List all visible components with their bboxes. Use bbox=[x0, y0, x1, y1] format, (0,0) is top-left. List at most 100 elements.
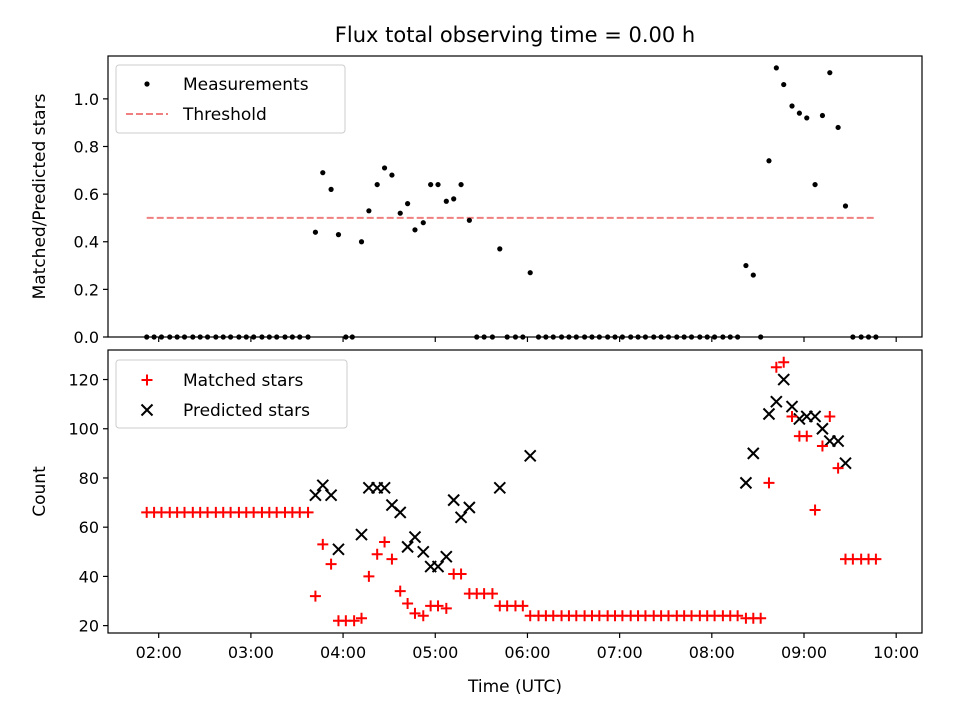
x-tick-label: 05:00 bbox=[412, 643, 458, 662]
matched-star-point bbox=[832, 462, 844, 474]
predicted-star-point bbox=[431, 560, 445, 573]
x-tick-label: 03:00 bbox=[228, 643, 274, 662]
predicted-star-point bbox=[316, 479, 330, 492]
matched-star-point bbox=[394, 585, 406, 597]
legend: Measurements Threshold bbox=[115, 64, 346, 134]
measurement-point bbox=[566, 334, 572, 340]
measurement-point bbox=[596, 334, 602, 340]
matched-star-point bbox=[317, 538, 329, 550]
matched-star-point bbox=[348, 615, 360, 627]
y-tick-label: 0.2 bbox=[74, 280, 99, 299]
predicted-star-point bbox=[808, 410, 822, 423]
y-tick-label: 0.8 bbox=[74, 137, 99, 156]
measurement-point bbox=[289, 334, 295, 340]
measurement-point bbox=[236, 334, 242, 340]
predicted-star-point bbox=[831, 434, 845, 448]
measurement-point bbox=[497, 246, 503, 252]
measurement-point bbox=[412, 227, 418, 233]
measurement-point bbox=[789, 103, 795, 109]
matched-star-point bbox=[786, 410, 798, 422]
y-tick-label: 40 bbox=[79, 567, 99, 586]
predicted-star-point bbox=[839, 456, 852, 470]
measurement-point bbox=[366, 208, 372, 214]
predicted-star-point bbox=[332, 543, 345, 556]
measurement-point bbox=[642, 334, 649, 340]
legend-label-matched: Matched stars bbox=[183, 371, 303, 391]
measurement-point bbox=[735, 334, 741, 340]
matched-star-point bbox=[356, 612, 368, 624]
predicted-star-point bbox=[493, 481, 506, 495]
measurement-point bbox=[474, 334, 480, 340]
measurement-point bbox=[451, 196, 457, 202]
matched-star-point bbox=[770, 361, 782, 373]
measurement-point bbox=[865, 334, 872, 340]
measurement-point bbox=[535, 334, 542, 340]
x-tick-label: 06:00 bbox=[504, 643, 550, 662]
matched-star-point bbox=[363, 570, 375, 582]
predicted-star-point bbox=[770, 395, 783, 408]
measurement-point bbox=[320, 170, 326, 176]
measurement-point bbox=[259, 334, 265, 340]
measurement-point bbox=[720, 334, 726, 340]
measurement-point bbox=[374, 181, 380, 188]
matched-star-point bbox=[325, 558, 337, 570]
measurement-point bbox=[158, 334, 165, 340]
measurement-point bbox=[674, 334, 680, 340]
measurement-point bbox=[804, 115, 810, 121]
measurement-point bbox=[835, 124, 841, 131]
y-tick-label: 0.6 bbox=[74, 185, 99, 204]
measurement-point bbox=[651, 334, 657, 340]
x-tick-label: 09:00 bbox=[781, 643, 827, 662]
measurement-point bbox=[773, 65, 779, 71]
measurement-point bbox=[573, 334, 579, 340]
measurement-point bbox=[628, 334, 634, 340]
measurement-point bbox=[850, 334, 856, 340]
measurement-point bbox=[842, 203, 849, 209]
predicted-star-point bbox=[401, 540, 414, 554]
y-tick-label: 0.0 bbox=[74, 328, 99, 347]
matched-star-point bbox=[778, 356, 790, 368]
y-tick-label: 0.4 bbox=[74, 233, 99, 252]
measurement-point bbox=[335, 232, 342, 238]
matched-star-point bbox=[801, 430, 813, 442]
measurement-point bbox=[635, 334, 641, 340]
y-tick-label: 120 bbox=[68, 371, 99, 390]
measurement-point bbox=[481, 334, 487, 340]
legend-box bbox=[115, 64, 346, 134]
matched-star-point bbox=[302, 506, 314, 518]
chart-title: Flux total observing time = 0.00 h bbox=[335, 23, 695, 47]
predicted-star-point bbox=[447, 493, 460, 507]
predicted-star-point bbox=[762, 407, 776, 421]
predicted-star-point bbox=[816, 422, 829, 435]
measurement-point bbox=[858, 334, 864, 340]
measurement-point bbox=[428, 181, 434, 188]
y-tick-label: 1.0 bbox=[74, 90, 99, 109]
predicted-star-point bbox=[408, 530, 422, 544]
measurement-point bbox=[443, 198, 449, 204]
measurement-point bbox=[420, 220, 426, 226]
measurement-point bbox=[312, 229, 319, 235]
measurement-point bbox=[758, 334, 764, 340]
matched-star-point bbox=[432, 600, 444, 612]
measurement-point bbox=[558, 334, 565, 340]
measurement-point bbox=[520, 334, 526, 340]
measurement-point bbox=[550, 334, 556, 340]
predicted-star-point bbox=[324, 488, 338, 502]
measurement-point bbox=[489, 334, 496, 340]
matched-star-point bbox=[517, 600, 529, 612]
predicted-star-point bbox=[440, 550, 453, 563]
measurement-point bbox=[397, 210, 403, 216]
predicted-star-point bbox=[793, 412, 806, 426]
measurement-point bbox=[589, 334, 595, 340]
measurement-point bbox=[197, 334, 203, 340]
measurement-point bbox=[750, 272, 756, 278]
matched-star-point bbox=[816, 440, 828, 452]
matched-star-point bbox=[386, 553, 398, 565]
y-tick-label: 100 bbox=[68, 420, 99, 439]
measurement-point bbox=[658, 334, 664, 340]
legend-label-threshold: Threshold bbox=[182, 105, 267, 125]
x-axis-label: Time (UTC) bbox=[467, 677, 562, 697]
measurement-point bbox=[619, 334, 625, 340]
matched-star-point bbox=[409, 607, 421, 619]
